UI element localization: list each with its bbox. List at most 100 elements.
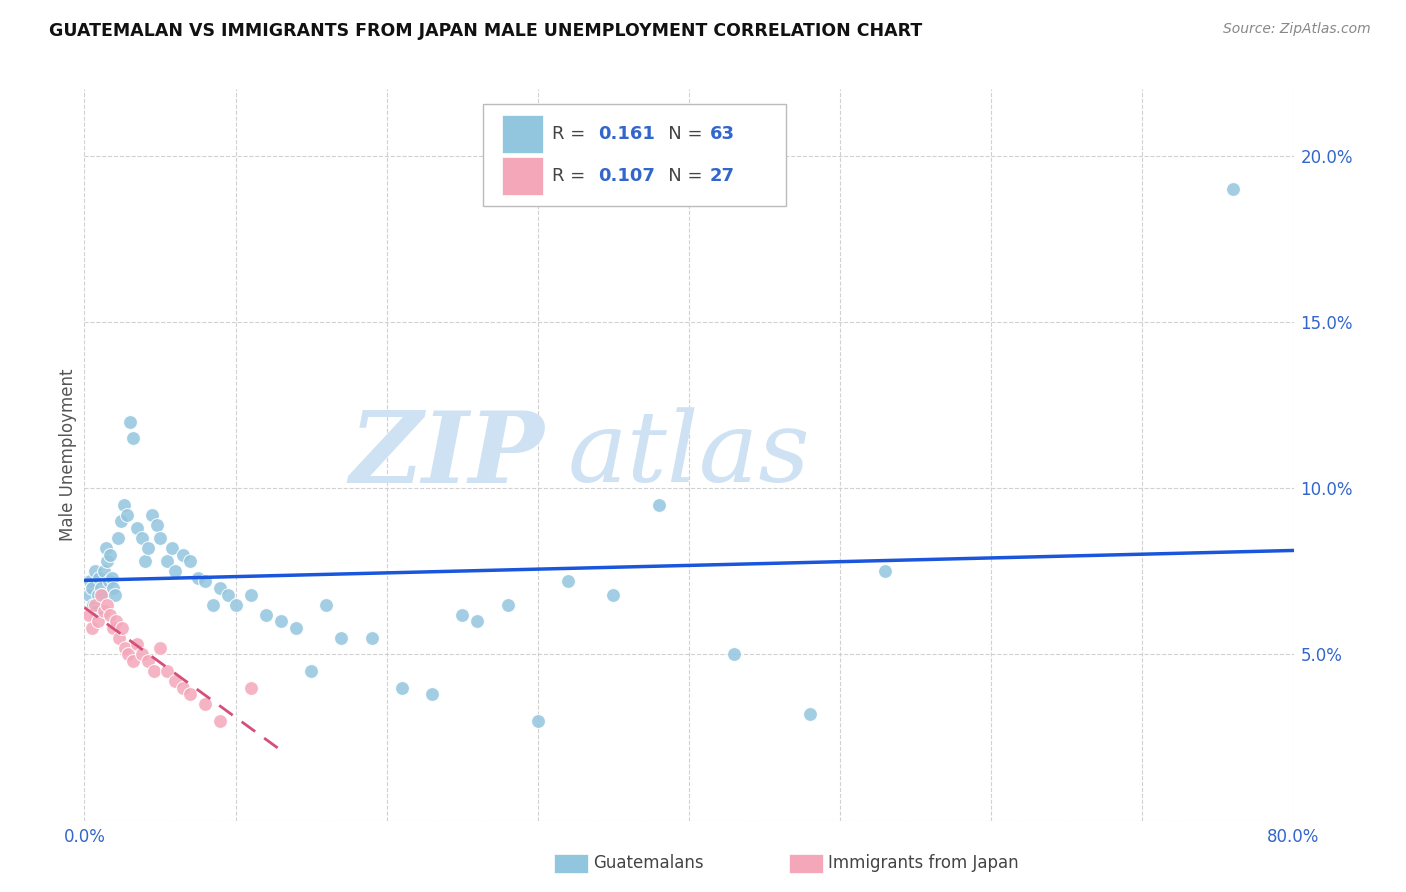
- Point: [84, 598, 107, 612]
- Point: [117, 648, 139, 662]
- Point: [165, 564, 187, 578]
- Point: [527, 714, 550, 728]
- Text: 0.161: 0.161: [599, 125, 655, 143]
- Point: [112, 498, 135, 512]
- Point: [875, 564, 897, 578]
- Text: ZIP: ZIP: [349, 407, 544, 503]
- Text: R =: R =: [553, 125, 592, 143]
- Point: [136, 654, 159, 668]
- Text: R =: R =: [553, 167, 592, 185]
- Point: [270, 614, 292, 628]
- Point: [86, 604, 108, 618]
- Point: [115, 508, 138, 522]
- Point: [254, 607, 277, 622]
- Point: [239, 588, 262, 602]
- Point: [80, 621, 103, 635]
- Point: [131, 648, 153, 662]
- Point: [91, 588, 114, 602]
- Point: [209, 581, 232, 595]
- Point: [87, 614, 110, 628]
- Point: [111, 621, 134, 635]
- Point: [97, 574, 120, 589]
- Point: [87, 588, 110, 602]
- Point: [648, 498, 671, 512]
- Point: [121, 431, 143, 445]
- Point: [156, 554, 179, 568]
- Text: N =: N =: [651, 125, 709, 143]
- Point: [467, 614, 489, 628]
- Point: [557, 574, 579, 589]
- Point: [90, 588, 112, 602]
- FancyBboxPatch shape: [502, 157, 543, 195]
- Point: [94, 541, 117, 555]
- Point: [451, 607, 474, 622]
- Point: [285, 621, 308, 635]
- Point: [1222, 182, 1244, 196]
- Point: [172, 548, 194, 562]
- Point: [179, 554, 201, 568]
- Text: atlas: atlas: [568, 408, 811, 502]
- Point: [142, 664, 165, 678]
- Point: [101, 581, 124, 595]
- Point: [96, 598, 118, 612]
- Point: [225, 598, 247, 612]
- Point: [187, 571, 209, 585]
- Point: [93, 564, 115, 578]
- Point: [299, 664, 322, 678]
- Point: [104, 588, 127, 602]
- Point: [172, 681, 194, 695]
- Point: [496, 598, 519, 612]
- Point: [98, 548, 121, 562]
- Point: [217, 588, 239, 602]
- FancyBboxPatch shape: [484, 103, 786, 206]
- Text: 63: 63: [710, 125, 734, 143]
- Point: [420, 687, 443, 701]
- Point: [101, 621, 124, 635]
- Point: [118, 415, 141, 429]
- Text: N =: N =: [651, 167, 709, 185]
- Point: [77, 607, 100, 622]
- Point: [90, 581, 112, 595]
- Text: Guatemalans: Guatemalans: [593, 855, 704, 872]
- Point: [239, 681, 262, 695]
- FancyBboxPatch shape: [502, 115, 543, 153]
- Point: [194, 698, 217, 712]
- Y-axis label: Male Unemployment: Male Unemployment: [59, 368, 77, 541]
- Point: [100, 571, 122, 585]
- Point: [121, 654, 143, 668]
- Point: [96, 554, 118, 568]
- Point: [209, 714, 232, 728]
- Point: [107, 531, 129, 545]
- Text: 0.107: 0.107: [599, 167, 655, 185]
- Point: [602, 588, 624, 602]
- Point: [194, 574, 217, 589]
- Point: [127, 637, 149, 651]
- Point: [108, 631, 131, 645]
- Point: [79, 574, 101, 589]
- Text: GUATEMALAN VS IMMIGRANTS FROM JAPAN MALE UNEMPLOYMENT CORRELATION CHART: GUATEMALAN VS IMMIGRANTS FROM JAPAN MALE…: [49, 22, 922, 40]
- Point: [146, 517, 169, 532]
- Point: [89, 571, 111, 585]
- Point: [201, 598, 224, 612]
- Point: [360, 631, 382, 645]
- Point: [723, 648, 745, 662]
- Point: [141, 508, 163, 522]
- Point: [134, 554, 156, 568]
- Text: Immigrants from Japan: Immigrants from Japan: [828, 855, 1019, 872]
- Point: [330, 631, 353, 645]
- Text: 27: 27: [710, 167, 734, 185]
- Point: [110, 515, 132, 529]
- Point: [84, 564, 107, 578]
- Point: [82, 598, 104, 612]
- Point: [93, 604, 115, 618]
- Point: [127, 521, 149, 535]
- Point: [77, 588, 100, 602]
- Point: [165, 673, 187, 688]
- Point: [149, 640, 172, 655]
- Point: [136, 541, 159, 555]
- Point: [391, 681, 413, 695]
- Point: [80, 581, 103, 595]
- Text: Source: ZipAtlas.com: Source: ZipAtlas.com: [1223, 22, 1371, 37]
- Point: [98, 607, 121, 622]
- Point: [105, 614, 128, 628]
